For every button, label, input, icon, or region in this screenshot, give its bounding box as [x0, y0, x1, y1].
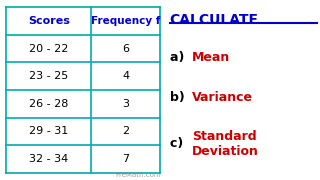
Text: Standard
Deviation: Standard Deviation: [192, 130, 259, 158]
Text: Mean: Mean: [192, 51, 230, 64]
Text: a): a): [170, 51, 188, 64]
Text: Variance: Variance: [192, 91, 253, 104]
Text: 3: 3: [122, 99, 129, 109]
Text: CALCULATE: CALCULATE: [170, 13, 259, 27]
Text: c): c): [170, 138, 187, 150]
Text: Frequency f: Frequency f: [91, 16, 160, 26]
Text: 2: 2: [122, 126, 129, 136]
Text: b): b): [170, 91, 189, 104]
Text: 7: 7: [122, 154, 129, 164]
Text: 6: 6: [122, 44, 129, 54]
Text: 26 - 28: 26 - 28: [29, 99, 68, 109]
Text: Scores: Scores: [28, 16, 70, 26]
Text: 32 - 34: 32 - 34: [29, 154, 68, 164]
Text: 29 - 31: 29 - 31: [29, 126, 68, 136]
Text: PreMath.com: PreMath.com: [115, 172, 161, 178]
Text: 20 - 22: 20 - 22: [29, 44, 68, 54]
Text: 23 - 25: 23 - 25: [29, 71, 68, 81]
Text: 4: 4: [122, 71, 129, 81]
